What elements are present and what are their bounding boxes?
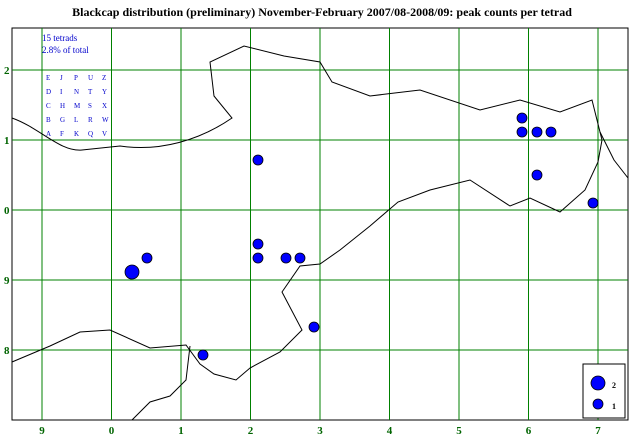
tetrad-letter: K: [74, 130, 79, 138]
x-label: 5: [456, 425, 462, 437]
record-dot: [516, 112, 528, 124]
tetrad-letter: A: [46, 130, 51, 138]
tetrad-letter: U: [88, 74, 93, 82]
map-title: Blackcap distribution (preliminary) Nove…: [72, 5, 572, 19]
y-label: 1: [4, 135, 10, 147]
y-label: 0: [4, 205, 10, 217]
coastline-south: [131, 131, 629, 421]
x-label: 9: [39, 425, 45, 437]
tetrad-letter: F: [60, 130, 64, 138]
tetrad-letter: E: [46, 74, 50, 82]
points: [124, 112, 599, 361]
grid: [12, 28, 628, 420]
y-label: 2: [4, 65, 10, 77]
tetrad-letter: I: [60, 88, 63, 96]
record-dot: [545, 126, 557, 138]
tetrad-letter: D: [46, 88, 51, 96]
legend-label: 1: [612, 402, 616, 411]
record-dot: [531, 169, 543, 181]
tetrad-letter: J: [60, 74, 63, 82]
x-label: 4: [387, 425, 393, 437]
tetrad-letter: H: [60, 102, 65, 110]
tetrad-letter: S: [88, 102, 92, 110]
x-label: 0: [109, 425, 115, 437]
record-dot: [531, 126, 543, 138]
tetrad-share: 2.8% of total: [42, 45, 89, 55]
tetrad-letter: B: [46, 116, 51, 124]
tetrad-letter: T: [88, 88, 93, 96]
tetrad-letter: Z: [102, 74, 106, 82]
y-label: 8: [4, 345, 10, 357]
tetrad-letter: G: [60, 116, 65, 124]
tetrad-count: 15 tetrads: [42, 33, 78, 43]
tetrad-letter: Y: [102, 88, 107, 96]
y-label: 9: [4, 275, 10, 287]
tetrad-letter: N: [74, 88, 79, 96]
record-dot: [124, 264, 140, 280]
tetrad-letter: R: [88, 116, 93, 124]
coastline: [11, 45, 603, 381]
legend-dot: [592, 398, 604, 410]
record-dot: [252, 154, 264, 166]
x-label: 2: [248, 425, 254, 437]
tetrad-letter: Q: [88, 130, 93, 138]
record-dot: [252, 238, 264, 250]
legend-label: 2: [612, 381, 616, 390]
record-dot: [252, 252, 264, 264]
tetrad-letter: V: [102, 130, 107, 138]
x-label: 6: [526, 425, 532, 437]
tetrad-letter: C: [46, 102, 51, 110]
tetrad-letter: W: [102, 116, 109, 124]
record-dot: [294, 252, 306, 264]
x-label: 3: [317, 425, 323, 437]
tetrad-letter: P: [74, 74, 78, 82]
record-dot: [308, 321, 320, 333]
x-label: 1: [178, 425, 184, 437]
record-dot: [280, 252, 292, 264]
record-dot: [587, 197, 599, 209]
x-label: 7: [595, 425, 601, 437]
record-dot: [141, 252, 153, 264]
tetrad-letter: L: [74, 116, 78, 124]
record-dot: [516, 126, 528, 138]
tetrad-letter: X: [102, 102, 107, 110]
tetrad-letter: M: [74, 102, 81, 110]
record-dot: [197, 349, 209, 361]
legend-dot: [590, 375, 606, 391]
legend-box: [582, 363, 626, 419]
tetrad-key: E J P U Z D I N T Y C H M S X B G L R W A F K Q V: [46, 74, 109, 138]
